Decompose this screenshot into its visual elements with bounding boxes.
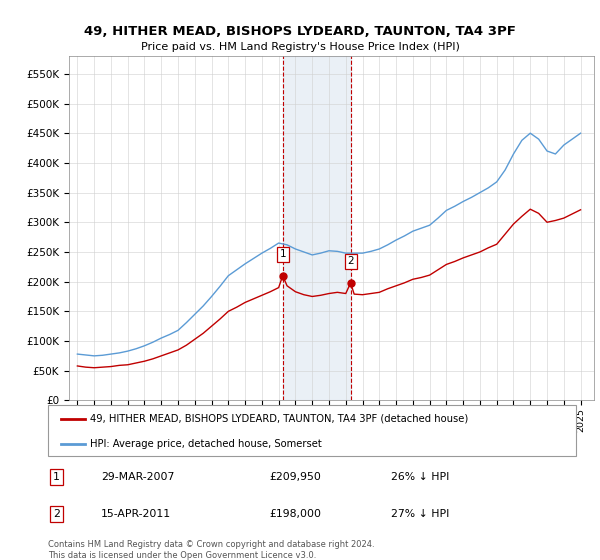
- Text: 1: 1: [280, 249, 286, 259]
- Text: Price paid vs. HM Land Registry's House Price Index (HPI): Price paid vs. HM Land Registry's House …: [140, 42, 460, 52]
- Text: £198,000: £198,000: [270, 508, 322, 519]
- Text: Contains HM Land Registry data © Crown copyright and database right 2024.
This d: Contains HM Land Registry data © Crown c…: [48, 540, 374, 560]
- Bar: [283, 56, 350, 400]
- Text: £209,950: £209,950: [270, 472, 322, 482]
- Text: HPI: Average price, detached house, Somerset: HPI: Average price, detached house, Some…: [90, 438, 322, 449]
- Text: 15-APR-2011: 15-APR-2011: [101, 508, 171, 519]
- Text: 2: 2: [53, 508, 60, 519]
- Text: 27% ↓ HPI: 27% ↓ HPI: [391, 508, 449, 519]
- Text: 26% ↓ HPI: 26% ↓ HPI: [391, 472, 449, 482]
- Text: 49, HITHER MEAD, BISHOPS LYDEARD, TAUNTON, TA4 3PF (detached house): 49, HITHER MEAD, BISHOPS LYDEARD, TAUNTO…: [90, 414, 469, 424]
- Text: 2: 2: [347, 256, 354, 266]
- FancyBboxPatch shape: [48, 405, 576, 456]
- Text: 1: 1: [53, 472, 60, 482]
- Text: 29-MAR-2007: 29-MAR-2007: [101, 472, 174, 482]
- Text: 49, HITHER MEAD, BISHOPS LYDEARD, TAUNTON, TA4 3PF: 49, HITHER MEAD, BISHOPS LYDEARD, TAUNTO…: [84, 25, 516, 38]
